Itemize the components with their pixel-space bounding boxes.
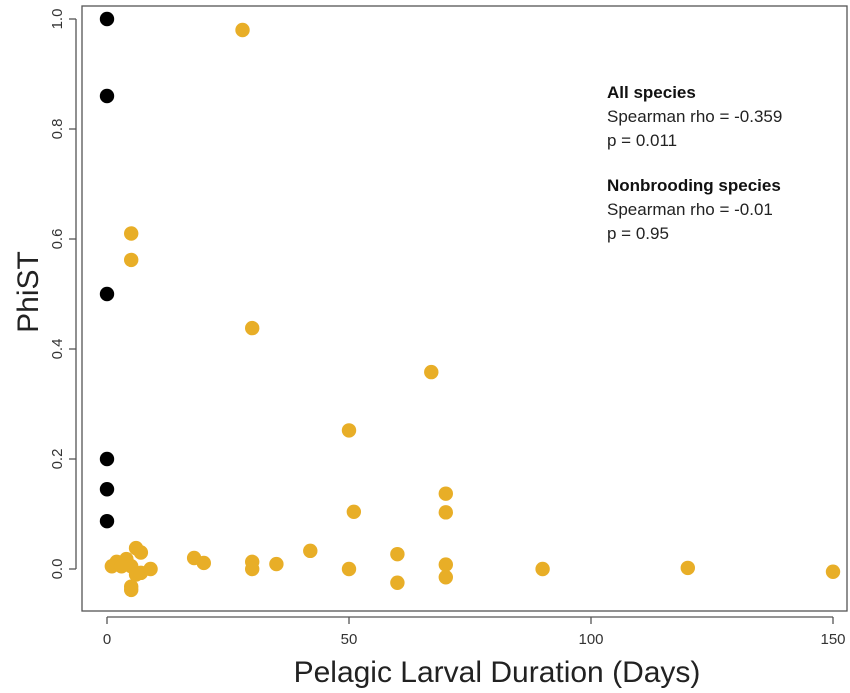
data-point-gold <box>124 252 139 268</box>
x-tick-label: 0 <box>103 631 111 648</box>
x-axis-label: Pelagic Larval Duration (Days) <box>294 656 701 689</box>
data-point-gold <box>346 504 362 519</box>
data-point-gold <box>825 564 841 579</box>
data-point-gold <box>438 505 453 520</box>
data-point-gold <box>424 364 439 380</box>
data-point-gold <box>124 226 139 241</box>
data-point-gold <box>341 423 357 438</box>
data-point-black <box>99 88 115 104</box>
data-point-gold <box>390 546 405 562</box>
plot-frame <box>81 5 848 612</box>
data-point-gold <box>535 561 550 577</box>
data-point-gold <box>245 561 260 577</box>
data-point-black <box>99 286 115 302</box>
annotation-nonbrooding-p: p = 0.95 <box>607 224 669 243</box>
data-point-black <box>99 513 115 529</box>
y-tick-label: 0.4 <box>49 339 66 360</box>
stats-annotation: All species Spearman rho = -0.359 p = 0.… <box>607 83 782 243</box>
data-point-gold <box>196 555 211 571</box>
y-tick-label: 0.8 <box>49 119 66 140</box>
data-point-gold <box>438 486 453 501</box>
y-tick-label: 0.6 <box>49 229 66 250</box>
y-tick-label: 0.0 <box>49 559 66 580</box>
annotation-all-p: p = 0.011 <box>607 131 677 150</box>
data-point-black <box>99 482 115 497</box>
x-tick-label: 150 <box>820 631 845 648</box>
data-point-gold <box>235 22 250 38</box>
x-tick-label: 50 <box>341 631 358 648</box>
data-point-gold <box>303 543 318 559</box>
x-axis: 0 50 100 150 <box>103 616 846 648</box>
data-point-gold <box>245 320 260 336</box>
y-tick-label: 0.2 <box>49 449 66 470</box>
data-point-gold <box>143 561 158 577</box>
data-point-gold <box>269 556 284 572</box>
annotation-all-title: All species <box>607 83 696 102</box>
x-tick-label: 100 <box>578 631 603 648</box>
annotation-nonbrooding-title: Nonbrooding species <box>607 176 781 195</box>
y-tick-label: 1.0 <box>49 9 66 30</box>
data-point-black <box>99 451 115 467</box>
data-point-gold <box>390 575 405 590</box>
y-axis: 0.0 0.2 0.4 0.6 0.8 1.0 <box>49 9 77 580</box>
annotation-nonbrooding-rho: Spearman rho = -0.01 <box>607 200 773 219</box>
data-point-gold <box>341 561 357 577</box>
annotation-all-rho: Spearman rho = -0.359 <box>607 107 782 126</box>
data-point-gold <box>438 557 453 572</box>
data-point-gold <box>438 570 453 585</box>
data-point-gold <box>133 545 149 560</box>
data-points <box>99 11 841 598</box>
data-point-gold <box>114 559 129 574</box>
data-point-gold <box>124 582 139 598</box>
y-axis-label: PhiST <box>12 251 45 333</box>
data-point-black <box>99 11 115 27</box>
data-point-gold <box>680 560 695 576</box>
